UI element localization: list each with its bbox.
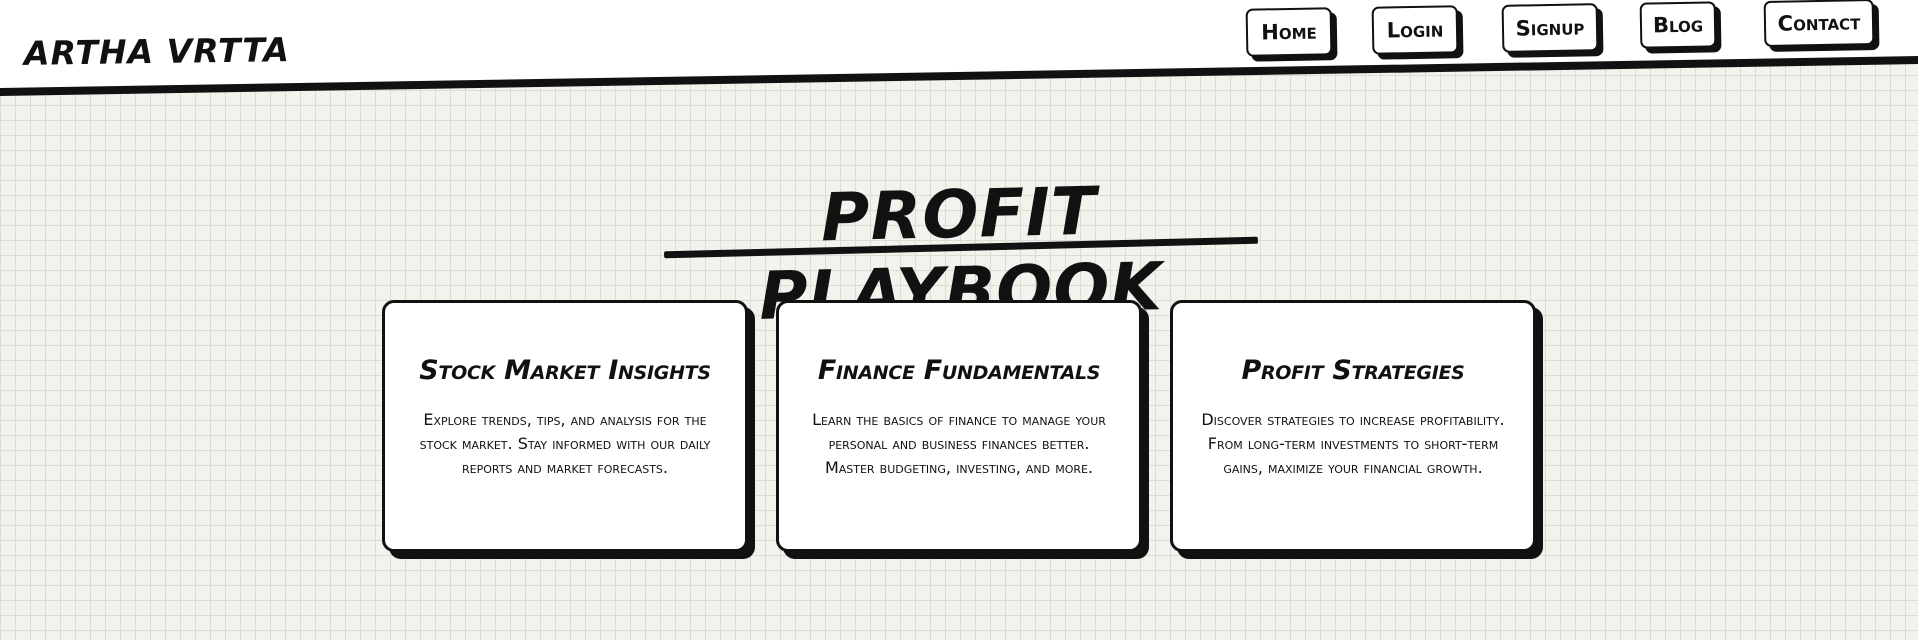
nav-contact-button[interactable]: Contact bbox=[1763, 0, 1875, 47]
card-profit-strategies[interactable]: Profit Strategies Discover strategies to… bbox=[1170, 300, 1536, 552]
card-stock-market-insights[interactable]: Stock Market Insights Explore trends, ti… bbox=[382, 300, 748, 552]
card-description: Learn the basics of finance to manage yo… bbox=[812, 410, 1106, 477]
card-description: Explore trends, tips, and analysis for t… bbox=[419, 410, 711, 477]
nav-login-button[interactable]: Login bbox=[1371, 5, 1459, 55]
card-finance-fundamentals[interactable]: Finance Fundamentals Learn the basics of… bbox=[776, 300, 1142, 552]
nav-signup-button[interactable]: Signup bbox=[1501, 3, 1599, 53]
nav-blog-button[interactable]: Blog bbox=[1639, 1, 1717, 49]
nav-home-button[interactable]: Home bbox=[1245, 7, 1333, 57]
card-title: Stock Market Insights bbox=[419, 355, 711, 386]
card-description: Discover strategies to increase profitab… bbox=[1201, 410, 1505, 477]
site-header: ARTHA VRTTA Home Login Signup Blog Conta… bbox=[0, 0, 1918, 96]
card-title: Finance Fundamentals bbox=[817, 355, 1101, 386]
card-title: Profit Strategies bbox=[1241, 355, 1465, 386]
brand-logo[interactable]: ARTHA VRTTA bbox=[23, 30, 291, 73]
